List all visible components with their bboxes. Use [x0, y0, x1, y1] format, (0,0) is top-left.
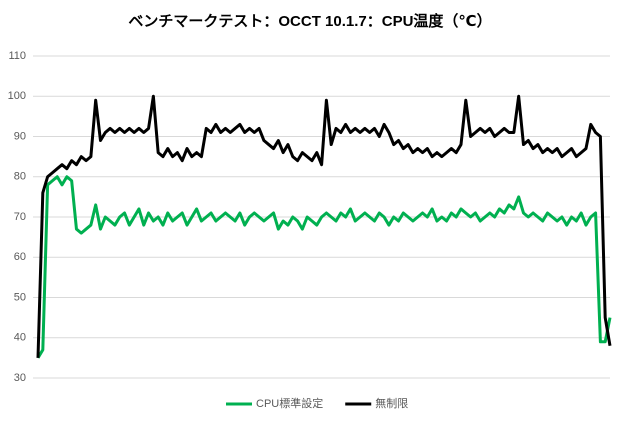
series-line — [36, 94, 612, 358]
y-tick-label: 80 — [14, 171, 26, 183]
y-tick-label: 60 — [14, 251, 26, 263]
chart-title: ベンチマークテスト：OCCT 10.1.7：CPU温度（℃） — [128, 12, 491, 30]
y-tick-label: 100 — [8, 90, 26, 102]
y-tick-label: 90 — [14, 130, 26, 142]
y-tick-label: 40 — [14, 332, 26, 344]
y-tick-label: 70 — [14, 211, 26, 223]
y-tick-label: 110 — [8, 50, 26, 62]
y-tick-label: 30 — [14, 372, 26, 384]
legend-label: 無制限 — [375, 396, 408, 410]
legend: CPU標準設定 無制限 — [226, 396, 408, 410]
series-line — [36, 175, 612, 359]
y-tick-label: 50 — [14, 291, 26, 303]
legend-label: CPU標準設定 — [256, 396, 323, 410]
